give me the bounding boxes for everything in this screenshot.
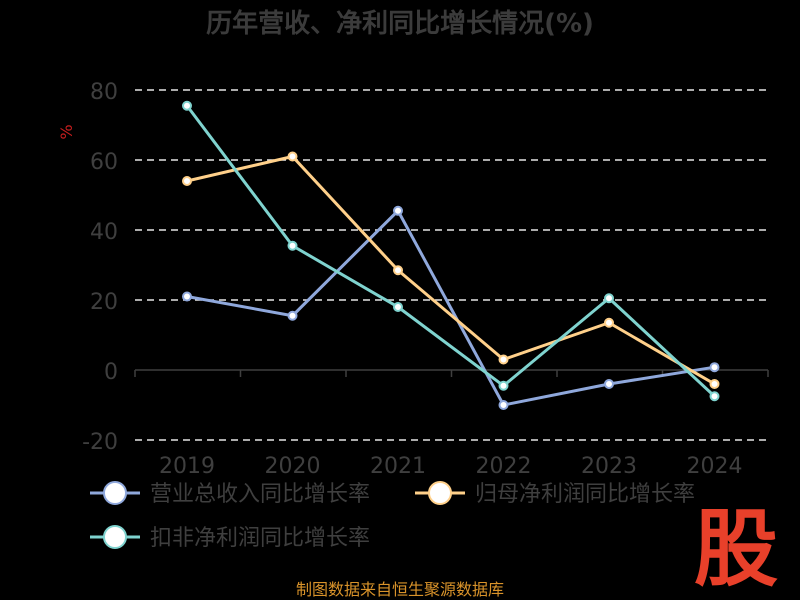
y-axis-label: % xyxy=(57,124,76,139)
data-point xyxy=(498,354,509,365)
x-tick-label: 2020 xyxy=(265,454,321,479)
legend-marker xyxy=(103,525,127,549)
x-tick-label: 2019 xyxy=(159,454,215,479)
legend-item-3: 扣非净利润同比增长率 xyxy=(90,525,370,551)
data-point xyxy=(182,291,192,302)
series-2 xyxy=(182,151,720,389)
logo-text: 股 xyxy=(694,500,778,598)
data-point xyxy=(498,400,509,410)
x-tick-label: 2021 xyxy=(370,454,426,479)
data-point xyxy=(182,176,192,186)
data-point xyxy=(604,293,614,304)
series-line xyxy=(186,155,716,386)
data-point xyxy=(393,302,403,312)
legend-label: 营业总收入同比增长率 xyxy=(150,482,370,507)
data-point xyxy=(393,265,403,276)
series-line xyxy=(185,104,716,398)
series-group xyxy=(182,100,720,410)
data-point xyxy=(604,317,614,328)
y-tick-label: 20 xyxy=(90,290,118,315)
y-tick-label: 0 xyxy=(104,360,118,385)
data-point xyxy=(287,240,298,251)
series-line xyxy=(186,209,715,407)
x-tick-label: 2023 xyxy=(581,454,637,479)
data-point xyxy=(604,379,614,389)
data-point xyxy=(709,391,720,402)
data-point xyxy=(709,362,720,373)
data-point xyxy=(393,205,403,216)
legend-item-1: 营业总收入同比增长率 xyxy=(90,481,370,507)
x-tick-label: 2024 xyxy=(687,454,743,479)
legend-marker xyxy=(428,481,452,505)
series-3 xyxy=(182,100,720,402)
y-tick-label: 40 xyxy=(90,220,118,245)
axes: 80 60 40 20 0 -20 2019 2020 2021 2022 2023 2024 xyxy=(82,80,769,479)
grid xyxy=(135,89,768,441)
data-point xyxy=(287,310,298,321)
legend-marker xyxy=(103,481,127,505)
legend-label: 归母净利润同比增长率 xyxy=(475,482,695,507)
data-point xyxy=(287,151,298,162)
series-1 xyxy=(182,205,720,410)
logo: 股 xyxy=(694,500,778,598)
legend-item-2: 归母净利润同比增长率 xyxy=(415,481,695,507)
x-tick-label: 2022 xyxy=(476,454,532,479)
legend-label: 扣非净利润同比增长率 xyxy=(150,526,370,551)
chart-title: 历年营收、净利同比增长情况(%) xyxy=(206,8,594,39)
data-point xyxy=(498,380,509,391)
y-tick-label: -20 xyxy=(82,430,118,455)
data-point xyxy=(182,100,192,111)
source-note: 制图数据来自恒生聚源数据库 xyxy=(296,580,504,599)
y-tick-label: 60 xyxy=(90,150,118,175)
data-point xyxy=(709,379,720,389)
y-tick-label: 80 xyxy=(90,80,118,105)
